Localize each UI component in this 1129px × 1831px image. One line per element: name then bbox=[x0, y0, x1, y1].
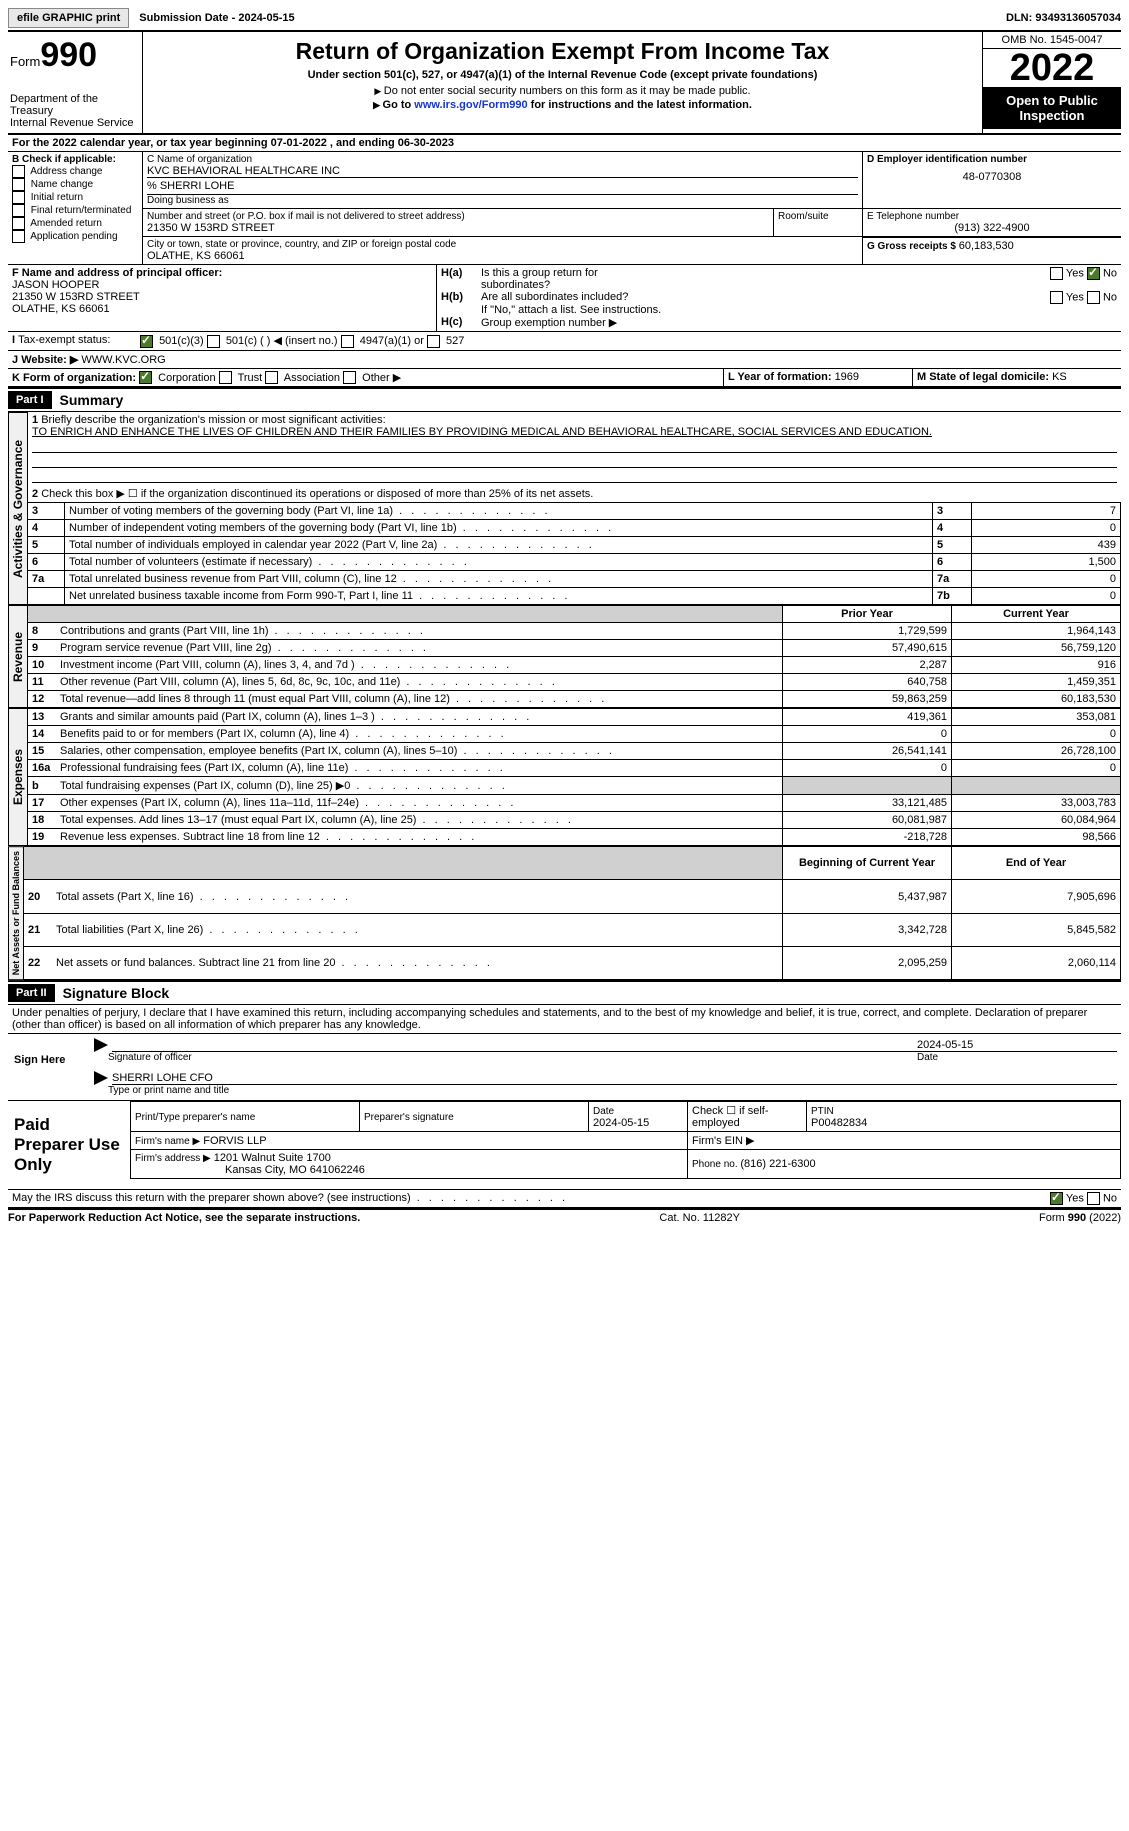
form-label: Form bbox=[10, 54, 40, 69]
ha-no[interactable] bbox=[1087, 267, 1100, 280]
form-subtitle: Under section 501(c), 527, or 4947(a)(1)… bbox=[147, 69, 978, 81]
discuss-no[interactable] bbox=[1087, 1192, 1100, 1205]
chk-4947[interactable] bbox=[341, 335, 354, 348]
chk-initial-return[interactable] bbox=[12, 191, 25, 204]
firm-name: FORVIS LLP bbox=[203, 1135, 266, 1147]
tab-revenue: Revenue bbox=[8, 605, 28, 708]
pp-date: 2024-05-15 bbox=[593, 1117, 649, 1129]
section-k: K Form of organization: bbox=[12, 372, 136, 384]
top-bar: efile GRAPHIC print Submission Date - 20… bbox=[8, 8, 1121, 28]
firm-ein: Firm's EIN ▶ bbox=[688, 1132, 1121, 1150]
org-name: KVC BEHAVIORAL HEALTHCARE INC bbox=[147, 165, 858, 177]
chk-other[interactable] bbox=[343, 371, 356, 384]
hb-no[interactable] bbox=[1087, 291, 1100, 304]
paid-preparer: Paid Preparer Use Only bbox=[8, 1101, 130, 1189]
ein: 48-0770308 bbox=[867, 165, 1117, 189]
chk-address-change[interactable] bbox=[12, 165, 25, 178]
line2: Check this box ▶ ☐ if the organization d… bbox=[41, 488, 593, 500]
room-label: Room/suite bbox=[773, 209, 862, 236]
discuss-yes[interactable] bbox=[1050, 1192, 1063, 1205]
dept-treasury: Department of the Treasury bbox=[10, 93, 136, 117]
type-name-label: Type or print name and title bbox=[94, 1085, 1117, 1096]
submission-date-label: Submission Date - 2024-05-15 bbox=[133, 9, 300, 27]
ha-yes[interactable] bbox=[1050, 267, 1063, 280]
chk-trust[interactable] bbox=[219, 371, 232, 384]
h-c: Group exemption number ▶ bbox=[481, 316, 617, 329]
mission-text: TO ENRICH AND ENHANCE THE LIVES OF CHILD… bbox=[32, 426, 932, 438]
section-d-label: D Employer identification number bbox=[867, 154, 1117, 165]
dln: DLN: 93493136057034 bbox=[1006, 12, 1121, 24]
section-j: Website: ▶ bbox=[21, 354, 78, 366]
chk-final-return-terminated[interactable] bbox=[12, 204, 25, 217]
section-c-label: C Name of organization bbox=[147, 154, 858, 165]
firm-addr2: Kansas City, MO 641062246 bbox=[135, 1164, 365, 1176]
hb-yes[interactable] bbox=[1050, 291, 1063, 304]
part2-header: Part IISignature Block bbox=[8, 980, 1121, 1005]
officer-name: JASON HOOPER bbox=[12, 279, 432, 291]
care-of: % SHERRI LOHE bbox=[147, 180, 234, 192]
section-m: M State of legal domicile: bbox=[917, 371, 1052, 383]
tax-year: 2022 bbox=[983, 49, 1121, 87]
tab-activities: Activities & Governance bbox=[8, 412, 28, 605]
declaration: Under penalties of perjury, I declare th… bbox=[8, 1005, 1121, 1033]
h-a: Is this a group return for bbox=[481, 267, 598, 279]
firm-addr1: 1201 Walnut Suite 1700 bbox=[214, 1152, 331, 1164]
chk-527[interactable] bbox=[427, 335, 440, 348]
chk-name-change[interactable] bbox=[12, 178, 25, 191]
h-b: Are all subordinates included? bbox=[481, 291, 1050, 304]
line1-label: Briefly describe the organization's miss… bbox=[41, 414, 385, 426]
firm-phone: (816) 221-6300 bbox=[740, 1158, 815, 1170]
chk-amended-return[interactable] bbox=[12, 217, 25, 230]
chk-application-pending[interactable] bbox=[12, 230, 25, 243]
street: 21350 W 153RD STREET bbox=[147, 222, 769, 234]
open-to-public: Open to Public Inspection bbox=[983, 87, 1121, 129]
chk-501c3[interactable] bbox=[140, 335, 153, 348]
pp-self-employed: Check ☐ if self-employed bbox=[688, 1102, 807, 1132]
section-l: L Year of formation: bbox=[728, 371, 835, 383]
section-g-label: G Gross receipts $ bbox=[867, 241, 959, 252]
tab-netassets: Net Assets or Fund Balances bbox=[8, 846, 24, 980]
section-i: Tax-exempt status: bbox=[18, 334, 110, 346]
section-b-label: B Check if applicable: bbox=[12, 154, 138, 165]
street-label: Number and street (or P.O. box if mail i… bbox=[147, 211, 769, 222]
officer-addr1: 21350 W 153RD STREET bbox=[12, 291, 432, 303]
h-note: If "No," attach a list. See instructions… bbox=[441, 304, 1117, 316]
phone: (913) 322-4900 bbox=[867, 222, 1117, 234]
sig-date: 2024-05-15 bbox=[917, 1039, 1117, 1052]
efile-button[interactable]: efile GRAPHIC print bbox=[8, 8, 129, 28]
sign-here: Sign Here bbox=[8, 1034, 90, 1100]
form-number: 990 bbox=[40, 36, 97, 74]
part1-header: Part ISummary bbox=[8, 387, 1121, 412]
section-f-label: F Name and address of principal officer: bbox=[12, 267, 432, 279]
officer-addr2: OLATHE, KS 66061 bbox=[12, 303, 432, 315]
sig-officer-label: Signature of officer bbox=[108, 1052, 917, 1063]
pp-sig-label: Preparer's signature bbox=[364, 1112, 454, 1123]
line-a: For the 2022 calendar year, or tax year … bbox=[8, 135, 1121, 151]
dba-label: Doing business as bbox=[147, 195, 858, 206]
ssn-warning: Do not enter social security numbers on … bbox=[147, 85, 978, 97]
instructions-link: Go to www.irs.gov/Form990 for instructio… bbox=[147, 99, 978, 111]
irs-link[interactable]: www.irs.gov/Form990 bbox=[414, 99, 527, 111]
gross-receipts: 60,183,530 bbox=[959, 240, 1014, 252]
form-header: Form990 Department of the Treasury Inter… bbox=[8, 32, 1121, 135]
form-title: Return of Organization Exempt From Incom… bbox=[147, 38, 978, 65]
officer-name-sig: SHERRI LOHE CFO bbox=[112, 1072, 1117, 1085]
chk-501c[interactable] bbox=[207, 335, 220, 348]
may-irs-discuss: May the IRS discuss this return with the… bbox=[12, 1192, 1050, 1205]
city: OLATHE, KS 66061 bbox=[147, 250, 858, 262]
website: WWW.KVC.ORG bbox=[81, 354, 165, 366]
city-label: City or town, state or province, country… bbox=[147, 239, 858, 250]
page-footer: For Paperwork Reduction Act Notice, see … bbox=[8, 1208, 1121, 1224]
chk-corp[interactable] bbox=[139, 371, 152, 384]
pp-name-label: Print/Type preparer's name bbox=[135, 1112, 255, 1123]
tab-expenses: Expenses bbox=[8, 708, 28, 846]
ptin: P00482834 bbox=[811, 1117, 867, 1129]
irs-label: Internal Revenue Service bbox=[10, 117, 136, 129]
section-e-label: E Telephone number bbox=[867, 211, 1117, 222]
chk-assoc[interactable] bbox=[265, 371, 278, 384]
